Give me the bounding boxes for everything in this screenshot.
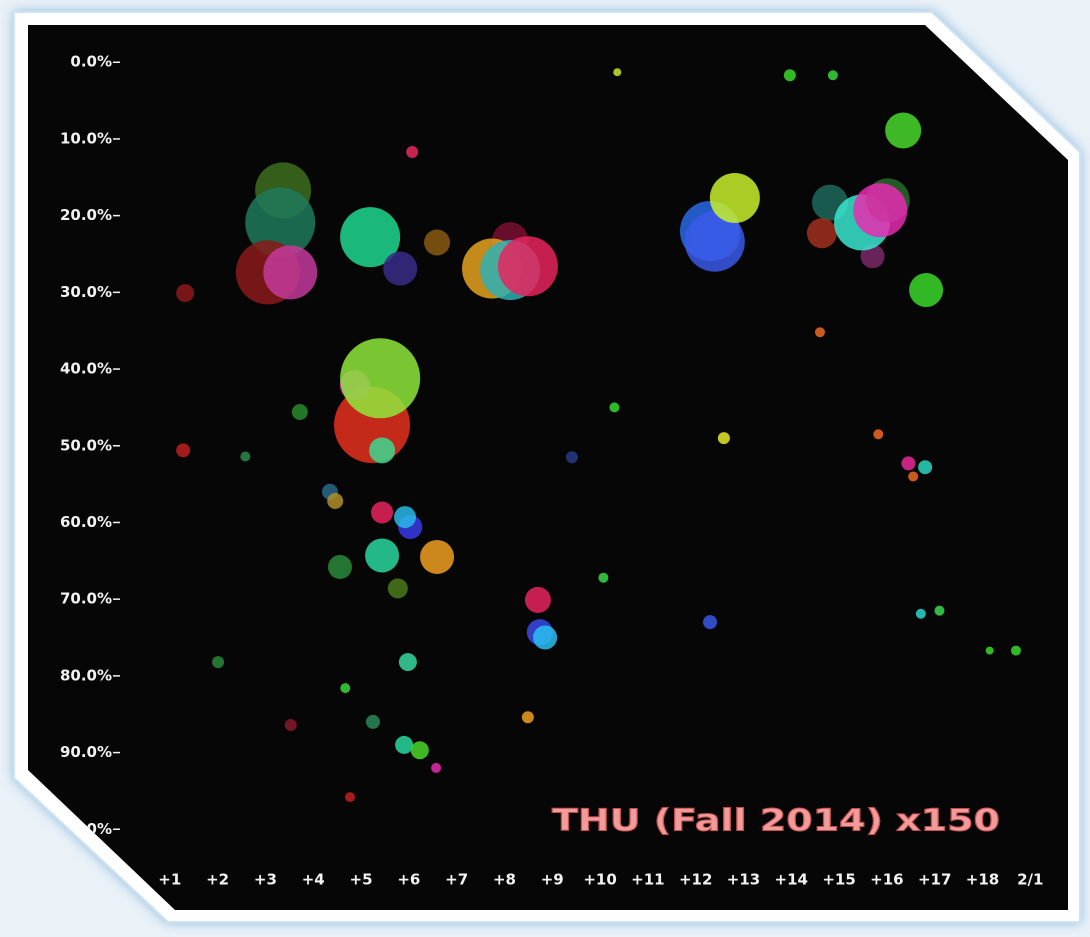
- y-tick-label: 60.0%: [60, 513, 112, 531]
- bubble: [340, 338, 421, 419]
- bubble: [424, 229, 451, 256]
- x-tick-label: +6: [397, 871, 420, 889]
- bubble: [394, 506, 417, 529]
- x-tick-label: +5: [350, 871, 373, 889]
- y-tick-label: 50.0%: [60, 436, 112, 454]
- bubble: [908, 471, 919, 482]
- bubble: [524, 586, 551, 613]
- x-tick-label: +16: [870, 871, 903, 889]
- x-tick-label: +10: [583, 871, 616, 889]
- bubble: [709, 172, 760, 223]
- x-tick-label: +14: [775, 871, 808, 889]
- x-tick-label: 2/1: [1017, 871, 1043, 889]
- bubble: [934, 605, 945, 616]
- bubble: [291, 404, 308, 421]
- bubble: [340, 683, 351, 694]
- y-tick-label: 90.0%: [60, 743, 112, 761]
- bubble: [497, 236, 558, 297]
- bubble: [365, 538, 400, 573]
- x-tick-label: +9: [541, 871, 564, 889]
- bubble: [860, 244, 885, 269]
- bubble: [613, 68, 622, 77]
- bubble: [827, 70, 838, 81]
- x-tick-label: +8: [493, 871, 516, 889]
- bubble: [365, 714, 380, 729]
- x-tick-label: +1: [158, 871, 181, 889]
- y-tick-label: 30.0%: [60, 283, 112, 301]
- bubble: [684, 211, 745, 272]
- bubble: [806, 218, 837, 249]
- bubble: [420, 539, 455, 574]
- x-tick-label: +17: [918, 871, 951, 889]
- bubble: [717, 432, 730, 445]
- bubble: [901, 456, 916, 471]
- bubble: [431, 762, 442, 773]
- y-tick-label: 20.0%: [60, 206, 112, 224]
- bubble: [565, 451, 578, 464]
- bubble: [703, 615, 718, 630]
- bubble: [873, 429, 884, 440]
- bubble: [245, 187, 316, 258]
- x-tick-label: +3: [254, 871, 277, 889]
- bubble: [284, 718, 297, 731]
- bubble: [918, 460, 933, 475]
- y-tick-label: 10.0%: [60, 129, 112, 147]
- bubble: [327, 492, 344, 509]
- bubble: [406, 145, 419, 158]
- bubble: [383, 251, 418, 286]
- x-tick-label: +2: [206, 871, 229, 889]
- y-tick-label: 80.0%: [60, 666, 112, 684]
- bubble: [814, 327, 825, 338]
- bubble: [853, 183, 908, 238]
- bubble: [369, 437, 396, 464]
- annotation: THU (Fall 2014) x150: [552, 804, 1000, 839]
- bubble: [398, 653, 417, 672]
- bubble: [783, 69, 796, 82]
- bubble: [212, 656, 225, 669]
- x-tick-label: +11: [631, 871, 664, 889]
- bubble: [371, 501, 394, 524]
- bubble: [327, 554, 352, 579]
- x-tick-label: +15: [822, 871, 855, 889]
- bubble: [533, 625, 558, 650]
- bubble: [915, 608, 926, 619]
- bubble: [1010, 645, 1021, 656]
- bubble: [340, 207, 401, 268]
- x-tick-label: +4: [302, 871, 325, 889]
- plot-area: THU (Fall 2014) x150 0.0% 10.0% 20.0% 30.0%…: [50, 53, 1044, 889]
- bubble: [598, 572, 609, 583]
- y-tick-label: 0.0%: [70, 53, 112, 71]
- bubble: [345, 792, 356, 803]
- y-tick-label: 40.0%: [60, 360, 112, 378]
- x-tick-label: +13: [727, 871, 760, 889]
- bubble: [176, 284, 195, 303]
- bubble: [609, 402, 620, 413]
- y-tick-label: 70.0%: [60, 590, 112, 608]
- bubble: [395, 735, 414, 754]
- bubble: [909, 273, 944, 308]
- bubble: [240, 451, 251, 462]
- bubble: [263, 245, 318, 300]
- bubble: [410, 741, 429, 760]
- bubble: [176, 443, 191, 458]
- bubble: [985, 646, 994, 655]
- bubble: [387, 578, 408, 599]
- bubble: [885, 112, 922, 149]
- x-tick-label: +18: [966, 871, 999, 889]
- x-tick-label: +12: [679, 871, 712, 889]
- x-tick-label: +7: [445, 871, 468, 889]
- bubble: [521, 711, 534, 724]
